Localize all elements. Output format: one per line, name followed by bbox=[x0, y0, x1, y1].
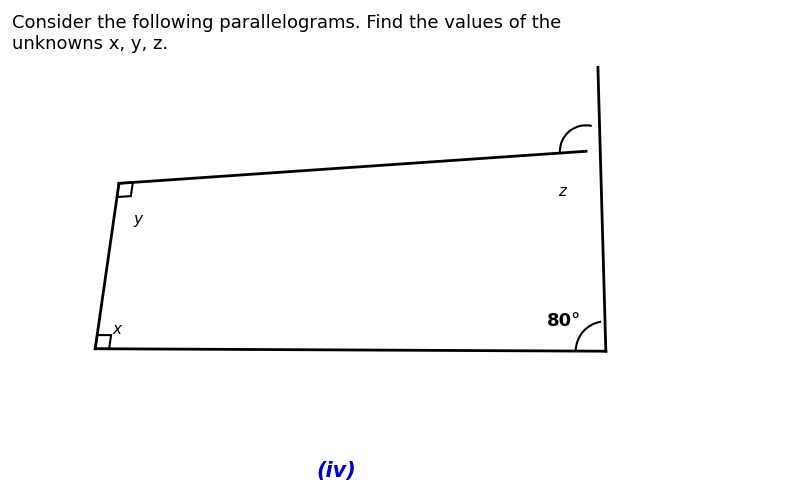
Text: x: x bbox=[113, 322, 122, 337]
Text: z: z bbox=[558, 184, 566, 199]
Text: y: y bbox=[134, 211, 142, 226]
Text: Consider the following parallelograms. Find the values of the
unknowns x, y, z.: Consider the following parallelograms. F… bbox=[12, 14, 562, 53]
Text: (iv): (iv) bbox=[317, 460, 357, 480]
Text: 80°: 80° bbox=[546, 311, 581, 329]
